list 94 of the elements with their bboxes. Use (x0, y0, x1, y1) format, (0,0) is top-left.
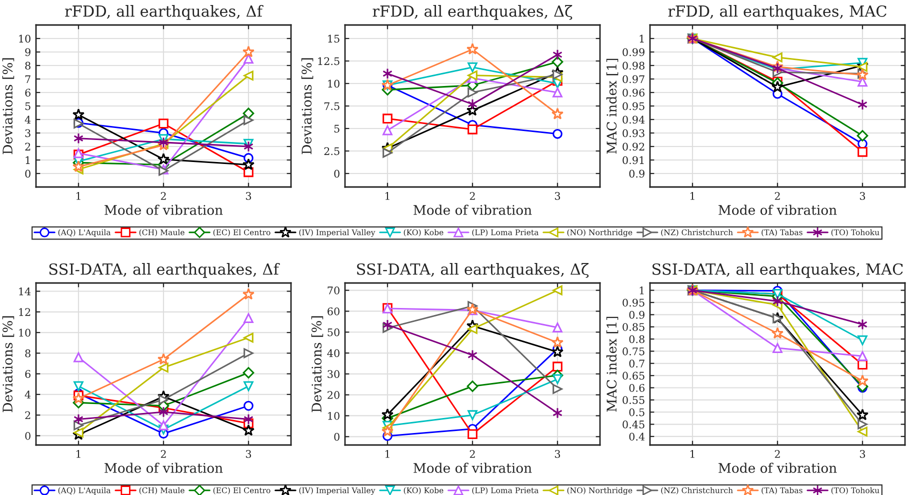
y-axis-title: Deviations [%] (2, 58, 14, 154)
chart-title: SSI-DATA, all earthquakes, MAC (652, 263, 903, 278)
y-tick-label: 6 (25, 88, 30, 97)
y-tick-label: 0.95 (622, 102, 644, 110)
x-tick-label: 1 (385, 450, 390, 458)
y-tick-label: 0.7 (629, 360, 644, 368)
y-tick-label: 8 (25, 349, 30, 358)
y-tick-label: 12 (19, 308, 30, 316)
chart-title: SSI-DATA, all earthquakes, Δf (49, 263, 280, 278)
y-tick-label: 0.96 (622, 88, 644, 97)
x-tick-label: 3 (860, 192, 866, 200)
y-axis-title: Deviations [%] (2, 316, 14, 412)
y-tick-label: 0.92 (622, 142, 644, 151)
x-tick-label: 3 (246, 450, 252, 458)
y-tick-label: 0.4 (629, 432, 645, 441)
y-tick-label: 1 (26, 156, 30, 164)
y-axis-title: Deviations [%] (301, 58, 314, 154)
y-tick-label: 60 (328, 307, 340, 316)
x-tick-label: 2 (774, 450, 780, 458)
y-tick-label: 50 (328, 328, 340, 336)
chart-title: rFDD, all earthquakes, Δf (65, 5, 264, 20)
y-tick-label: 0.95 (622, 298, 644, 307)
x-axis-title: Mode of vibration (414, 204, 532, 215)
y-tick-label: 1 (640, 34, 644, 42)
x-tick-label: 1 (76, 192, 80, 200)
x-tick-label: 2 (160, 450, 166, 458)
y-tick-label: 2 (25, 411, 30, 420)
y-tick-label: 0.98 (622, 62, 644, 70)
x-axis-title: Mode of vibration (718, 462, 837, 473)
x-tick-label: 3 (554, 192, 560, 200)
y-tick-label: 0.45 (622, 420, 644, 428)
x-axis-title: Mode of vibration (104, 204, 223, 215)
y-tick-label: 0.55 (622, 396, 644, 404)
y-tick-label: 0 (334, 432, 340, 441)
y-tick-label: 0.75 (622, 347, 644, 356)
y-tick-label: 5 (25, 102, 30, 110)
y-tick-label: 70 (328, 286, 340, 294)
y-tick-label: 10 (19, 34, 30, 43)
y-tick-label: 0.65 (622, 372, 644, 380)
y-tick-label: 14 (19, 287, 31, 296)
y-tick-label: 20 (328, 391, 340, 399)
x-tick-label: 2 (470, 192, 475, 200)
chart-title: rFDD, all earthquakes, Δζ (372, 5, 572, 20)
y-tick-label: 15 (328, 34, 340, 43)
x-axis-title: Mode of vibration (414, 462, 532, 473)
y-tick-label: 2.5 (324, 147, 340, 156)
y-tick-label: 30 (328, 370, 340, 378)
y-axis-title: MAC index [1] (606, 58, 618, 154)
x-axis-title: Mode of vibration (718, 204, 837, 215)
y-tick-label: 7.5 (324, 102, 340, 110)
y-tick-label: 9 (25, 48, 30, 56)
y-tick-label: 8 (25, 62, 30, 70)
y-tick-label: 12.5 (318, 57, 340, 66)
y-tick-label: 0.91 (622, 156, 644, 164)
x-tick-label: 3 (246, 192, 252, 200)
y-tick-label: 10 (328, 80, 340, 88)
y-tick-label: 0.5 (629, 408, 644, 416)
x-tick-label: 2 (470, 450, 475, 458)
y-tick-label: 10 (19, 328, 30, 337)
y-tick-label: 40 (327, 349, 340, 358)
y-tick-label: 3 (25, 129, 30, 138)
y-tick-label: 0 (25, 170, 30, 178)
x-tick-label: 3 (554, 450, 560, 458)
x-tick-label: 1 (385, 192, 390, 200)
chart-title: SSI-DATA, all earthquakes, Δζ (357, 263, 589, 278)
y-tick-label: 2 (25, 142, 30, 150)
x-axis-title: Mode of vibration (104, 462, 223, 473)
y-tick-label: 0.8 (629, 335, 644, 344)
y-tick-label: 0.99 (622, 48, 644, 56)
y-tick-label: 6 (25, 370, 30, 378)
y-tick-label: 0.94 (622, 116, 645, 124)
y-tick-label: 5 (334, 124, 340, 133)
y-tick-label: 0 (334, 170, 340, 178)
y-tick-label: 7 (25, 75, 30, 83)
y-tick-label: 0.97 (622, 75, 644, 84)
y-tick-label: 0.9 (629, 310, 644, 319)
x-tick-label: 2 (160, 192, 166, 200)
x-tick-label: 2 (774, 192, 780, 200)
y-tick-label: 0.9 (629, 170, 644, 178)
y-tick-label: 4 (24, 116, 31, 124)
y-tick-label: 0.93 (622, 129, 644, 138)
x-tick-label: 1 (690, 450, 694, 458)
y-tick-label: 0 (25, 432, 30, 440)
y-tick-label: 0.85 (622, 323, 644, 331)
x-tick-label: 3 (860, 450, 866, 458)
x-tick-label: 1 (690, 192, 694, 200)
x-tick-label: 1 (76, 450, 80, 458)
y-tick-label: 10 (328, 412, 340, 420)
y-tick-label: 4 (24, 390, 31, 398)
chart-title: rFDD, all earthquakes, MAC (668, 5, 886, 20)
y-tick-label: 1 (640, 286, 644, 294)
y-axis-title: MAC index [1] (606, 316, 618, 412)
y-axis-title: Deviations [%] (311, 316, 324, 412)
y-tick-label: 0.6 (629, 384, 644, 392)
